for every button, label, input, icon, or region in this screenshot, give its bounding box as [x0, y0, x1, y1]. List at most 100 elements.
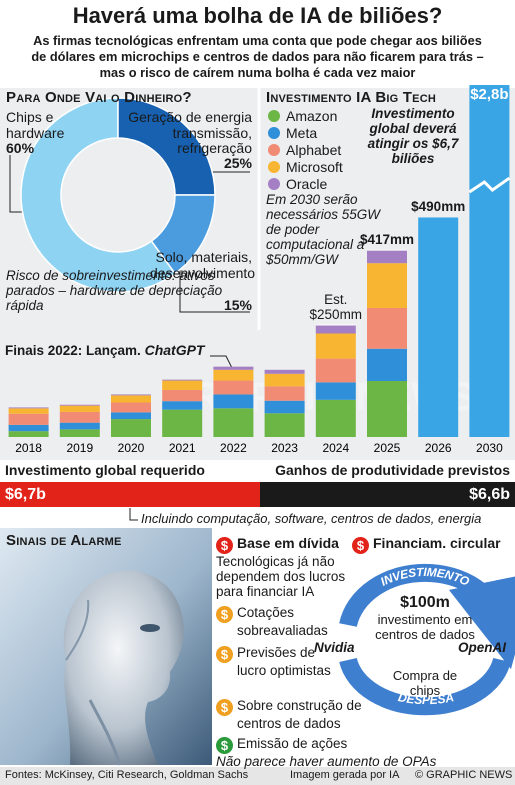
alarm-item: $ Base em dívida Tecnológicas já não depe… [216, 535, 351, 600]
credit: © GRAPHIC NEWS [415, 769, 513, 781]
alarm-item-title: Cotações sobreavaliadas [237, 605, 328, 638]
bar-segment [162, 389, 203, 402]
circular-title: $ Financiam. circular [352, 535, 501, 554]
robot-eye [140, 624, 160, 632]
bar-segment [111, 402, 151, 413]
comparison-label: Investimento global requerido [5, 462, 205, 478]
alarm-item-text: Não parece haver aumento de OPAs [216, 754, 437, 769]
leader-line [179, 250, 250, 313]
x-tick-label: 2026 [425, 441, 452, 455]
comparison-label: Ganhos de produtividade previstos [275, 462, 510, 478]
dollar-icon: $ [216, 646, 233, 663]
x-tick-label: 2022 [220, 441, 247, 455]
alarm-item: $ Previsões de lucro optimistas [216, 645, 332, 678]
legend-swatch [268, 178, 280, 190]
bar-segment [8, 431, 49, 437]
donut-label: Chips e hardware [6, 109, 65, 141]
event-name: ChatGPT [144, 342, 205, 358]
circular-node: OpenAI [458, 640, 507, 655]
donut-title: Para Onde Vai o Dinheiro? [6, 89, 192, 106]
legend-item: Alphabet [268, 142, 341, 158]
bar-segment [315, 382, 356, 400]
circular-title-text: Financiam. circular [373, 535, 501, 551]
title: Haverá uma bolha de IA de biliões? [72, 3, 443, 28]
bar-title: Investimento IA Big Tech [266, 89, 436, 106]
bar-annotation: Investimento global deverá atingir os $6… [367, 106, 459, 167]
bar-segment [264, 373, 305, 387]
bar-segment [162, 380, 203, 390]
bar-segment [315, 399, 356, 437]
event-text: Finais 2022: Lançam. [5, 343, 141, 358]
total-bar [469, 85, 510, 438]
circular-text: Compra de chips [392, 668, 458, 698]
x-tick-label: 2021 [169, 441, 196, 455]
alarm-item-title: Emissão de ações [237, 736, 348, 751]
event-annotation: Finais 2022: Lançam. ChatGPT [5, 342, 205, 359]
investment-arc [339, 563, 515, 670]
legend-item: Meta [268, 125, 317, 141]
x-tick-label: 2025 [374, 441, 401, 455]
bar-segment [59, 411, 100, 423]
dollar-icon: $ [216, 537, 233, 554]
alarm-item: $ Emissão de ações Não parece haver aumen… [216, 736, 515, 769]
bar-segment [162, 379, 203, 381]
donut-label: Geração de energia transmissão, refriger… [128, 109, 252, 157]
alarm-item-title: Base em dívida [237, 535, 339, 551]
legend-label: Microsoft [286, 159, 343, 175]
legend-label: Alphabet [286, 142, 342, 158]
alarm-item: $ Sobre construção de centros de dados [216, 698, 377, 731]
bar-segment [264, 369, 305, 374]
bar-segment [367, 348, 407, 381]
bar-segment [213, 366, 254, 370]
alarm-item-text: Tecnológicas já não dependem dos lucros … [216, 554, 346, 600]
comparison-value: $6,7b [5, 486, 46, 503]
bar-segment [111, 412, 151, 420]
legend-item: Amazon [268, 108, 337, 124]
subtitle-line: As firmas tecnológicas enfrentam uma con… [33, 33, 482, 48]
circular-text: investimento em centros de dados [375, 612, 475, 642]
arc-label-bottom: DESPESA [397, 690, 455, 707]
donut-slice [20, 97, 177, 293]
bar-segment [213, 369, 254, 381]
bar-segment [213, 394, 254, 409]
x-tick-label: 2020 [118, 441, 145, 455]
bar-segment [264, 413, 305, 437]
legend-swatch [268, 110, 280, 122]
investment-bar [0, 482, 260, 507]
sources: Fontes: McKinsey, Citi Research, Goldman… [5, 769, 249, 781]
expense-arc [339, 657, 511, 716]
bar-segment [8, 408, 49, 414]
alarm-item-title: Previsões de lucro optimistas [237, 645, 331, 678]
alarm-item: $ Cotações sobreavaliadas [216, 605, 352, 638]
footer-background [0, 767, 515, 785]
subtitle-line: mas o risco de caírem numa bolha é cada … [99, 65, 416, 80]
legend-label: Oracle [286, 176, 328, 192]
comparison-note: Incluindo computação, software, centros … [141, 511, 482, 526]
robot-neck [88, 699, 122, 766]
donut-label: Solo, materiais, desenvolvimento [150, 249, 256, 281]
legend-label: Meta [286, 125, 318, 141]
x-tick-label: 2024 [322, 441, 349, 455]
legend-label: Amazon [286, 108, 338, 124]
bar-annotation: Em 2030 serão necessários 55GW de poder … [266, 192, 381, 268]
image-note: Imagem gerada por IA [290, 769, 400, 781]
x-tick-label: 2023 [271, 441, 298, 455]
bar-segment [315, 333, 356, 359]
x-tick-label: 2019 [66, 441, 93, 455]
donut-annotation: Risco de sobreinvestimento: ativos parad… [6, 268, 223, 314]
bar-segment [315, 325, 356, 334]
donut-value-label: 15% [223, 297, 252, 313]
bar-segment [367, 263, 407, 308]
comparison-value: $6,6b [469, 486, 510, 503]
bar-segment [8, 424, 49, 432]
total-label: $417mm [359, 232, 415, 248]
donut-value-label: 60% [6, 140, 35, 156]
bar-segment [111, 394, 151, 396]
legend-item: Microsoft [268, 159, 343, 175]
total-label: $490mm [411, 199, 466, 215]
bar-segment [8, 407, 49, 409]
circular-value: $100m [400, 594, 450, 611]
bar-segment [367, 381, 407, 437]
bar-segment [59, 405, 100, 412]
